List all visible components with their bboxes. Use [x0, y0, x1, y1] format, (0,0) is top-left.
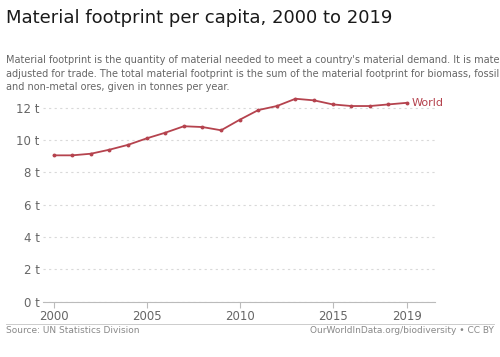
Text: Material footprint per capita, 2000 to 2019: Material footprint per capita, 2000 to 2… [6, 9, 392, 27]
Text: Our World
in Data: Our World in Data [430, 16, 484, 36]
Text: World: World [412, 98, 444, 108]
Text: Source: UN Statistics Division: Source: UN Statistics Division [6, 326, 140, 335]
Text: OurWorldInData.org/biodiversity • CC BY: OurWorldInData.org/biodiversity • CC BY [310, 326, 494, 335]
Text: Material footprint is the quantity of material needed to meet a country's materi: Material footprint is the quantity of ma… [6, 55, 500, 92]
